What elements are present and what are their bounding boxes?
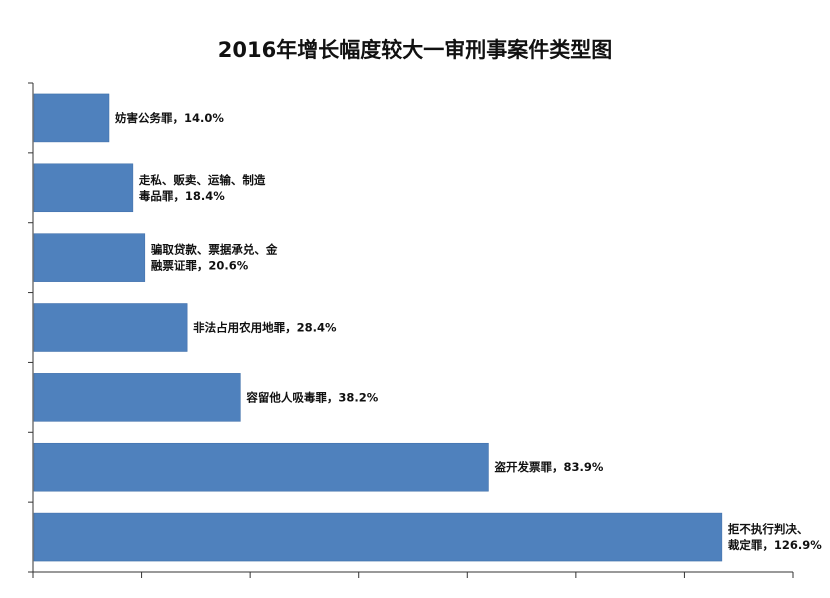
bar xyxy=(33,373,241,422)
data-label: 拒不执行判决、裁定罪，126.9% xyxy=(728,522,822,552)
bar xyxy=(33,442,489,492)
data-label-line: 妨害公务罪，14.0% xyxy=(114,111,224,125)
data-label-line: 裁定罪，126.9% xyxy=(728,538,822,552)
data-label: 容留他人吸毒罪，38.2% xyxy=(245,390,378,404)
data-label: 走私、贩卖、运输、制造毒品罪，18.4% xyxy=(138,173,266,203)
bar xyxy=(33,93,110,143)
data-label-line: 走私、贩卖、运输、制造 xyxy=(138,173,266,187)
data-label-line: 盗开发票罪，83.9% xyxy=(494,460,603,474)
chart-title: 2016年增长幅度较大一审刑事案件类型图 xyxy=(218,38,612,62)
bar xyxy=(33,303,188,352)
data-label-line: 毒品罪，18.4% xyxy=(139,189,225,203)
data-label: 非法占用农用地罪，28.4% xyxy=(193,321,337,335)
plot-area: 妨害公务罪，14.0% 走私、贩卖、运输、制造毒品罪，18.4% 骗取贷款、票据承兑… xyxy=(28,82,822,578)
data-label: 骗取贷款、票据承兑、金融票证罪，20.6% xyxy=(151,243,278,273)
data-label-line: 拒不执行判决、 xyxy=(728,522,809,536)
bar xyxy=(33,163,134,213)
data-label-line: 骗取贷款、票据承兑、金 xyxy=(151,243,278,257)
bar xyxy=(33,233,146,282)
data-label-line: 非法占用农用地罪，28.4% xyxy=(193,321,337,335)
data-label-line: 容留他人吸毒罪，38.2% xyxy=(245,390,378,404)
data-label: 妨害公务罪，14.0% xyxy=(114,111,224,125)
data-label-line: 融票证罪，20.6% xyxy=(151,259,249,273)
bar xyxy=(33,512,723,562)
data-label: 盗开发票罪，83.9% xyxy=(494,460,603,474)
